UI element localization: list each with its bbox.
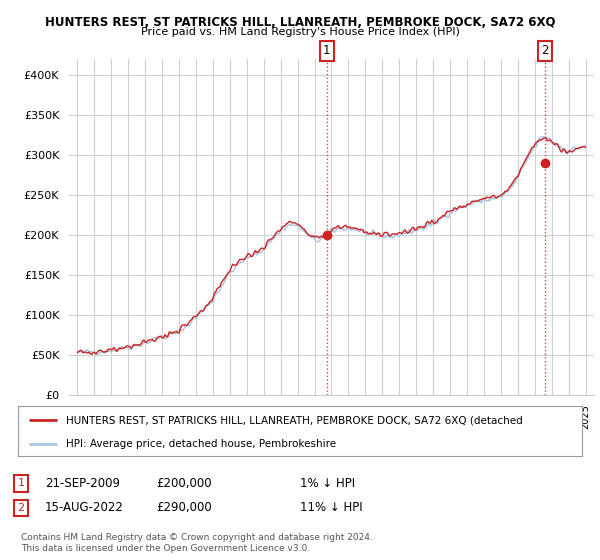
Text: 1% ↓ HPI: 1% ↓ HPI [300, 477, 355, 490]
Text: HUNTERS REST, ST PATRICKS HILL, LLANREATH, PEMBROKE DOCK, SA72 6XQ (detached: HUNTERS REST, ST PATRICKS HILL, LLANREAT… [66, 415, 523, 425]
Text: Contains HM Land Registry data © Crown copyright and database right 2024.
This d: Contains HM Land Registry data © Crown c… [21, 533, 373, 553]
Text: 1: 1 [17, 478, 25, 488]
Text: HUNTERS REST, ST PATRICKS HILL, LLANREATH, PEMBROKE DOCK, SA72 6XQ: HUNTERS REST, ST PATRICKS HILL, LLANREAT… [45, 16, 555, 29]
Text: HPI: Average price, detached house, Pembrokeshire: HPI: Average price, detached house, Pemb… [66, 439, 336, 449]
Text: Price paid vs. HM Land Registry's House Price Index (HPI): Price paid vs. HM Land Registry's House … [140, 27, 460, 37]
Text: 2: 2 [541, 44, 549, 58]
Text: 21-SEP-2009: 21-SEP-2009 [45, 477, 120, 490]
Text: 2: 2 [17, 503, 25, 513]
Text: £290,000: £290,000 [156, 501, 212, 515]
Text: 15-AUG-2022: 15-AUG-2022 [45, 501, 124, 515]
Text: 11% ↓ HPI: 11% ↓ HPI [300, 501, 362, 515]
Text: £200,000: £200,000 [156, 477, 212, 490]
Text: 1: 1 [323, 44, 331, 58]
